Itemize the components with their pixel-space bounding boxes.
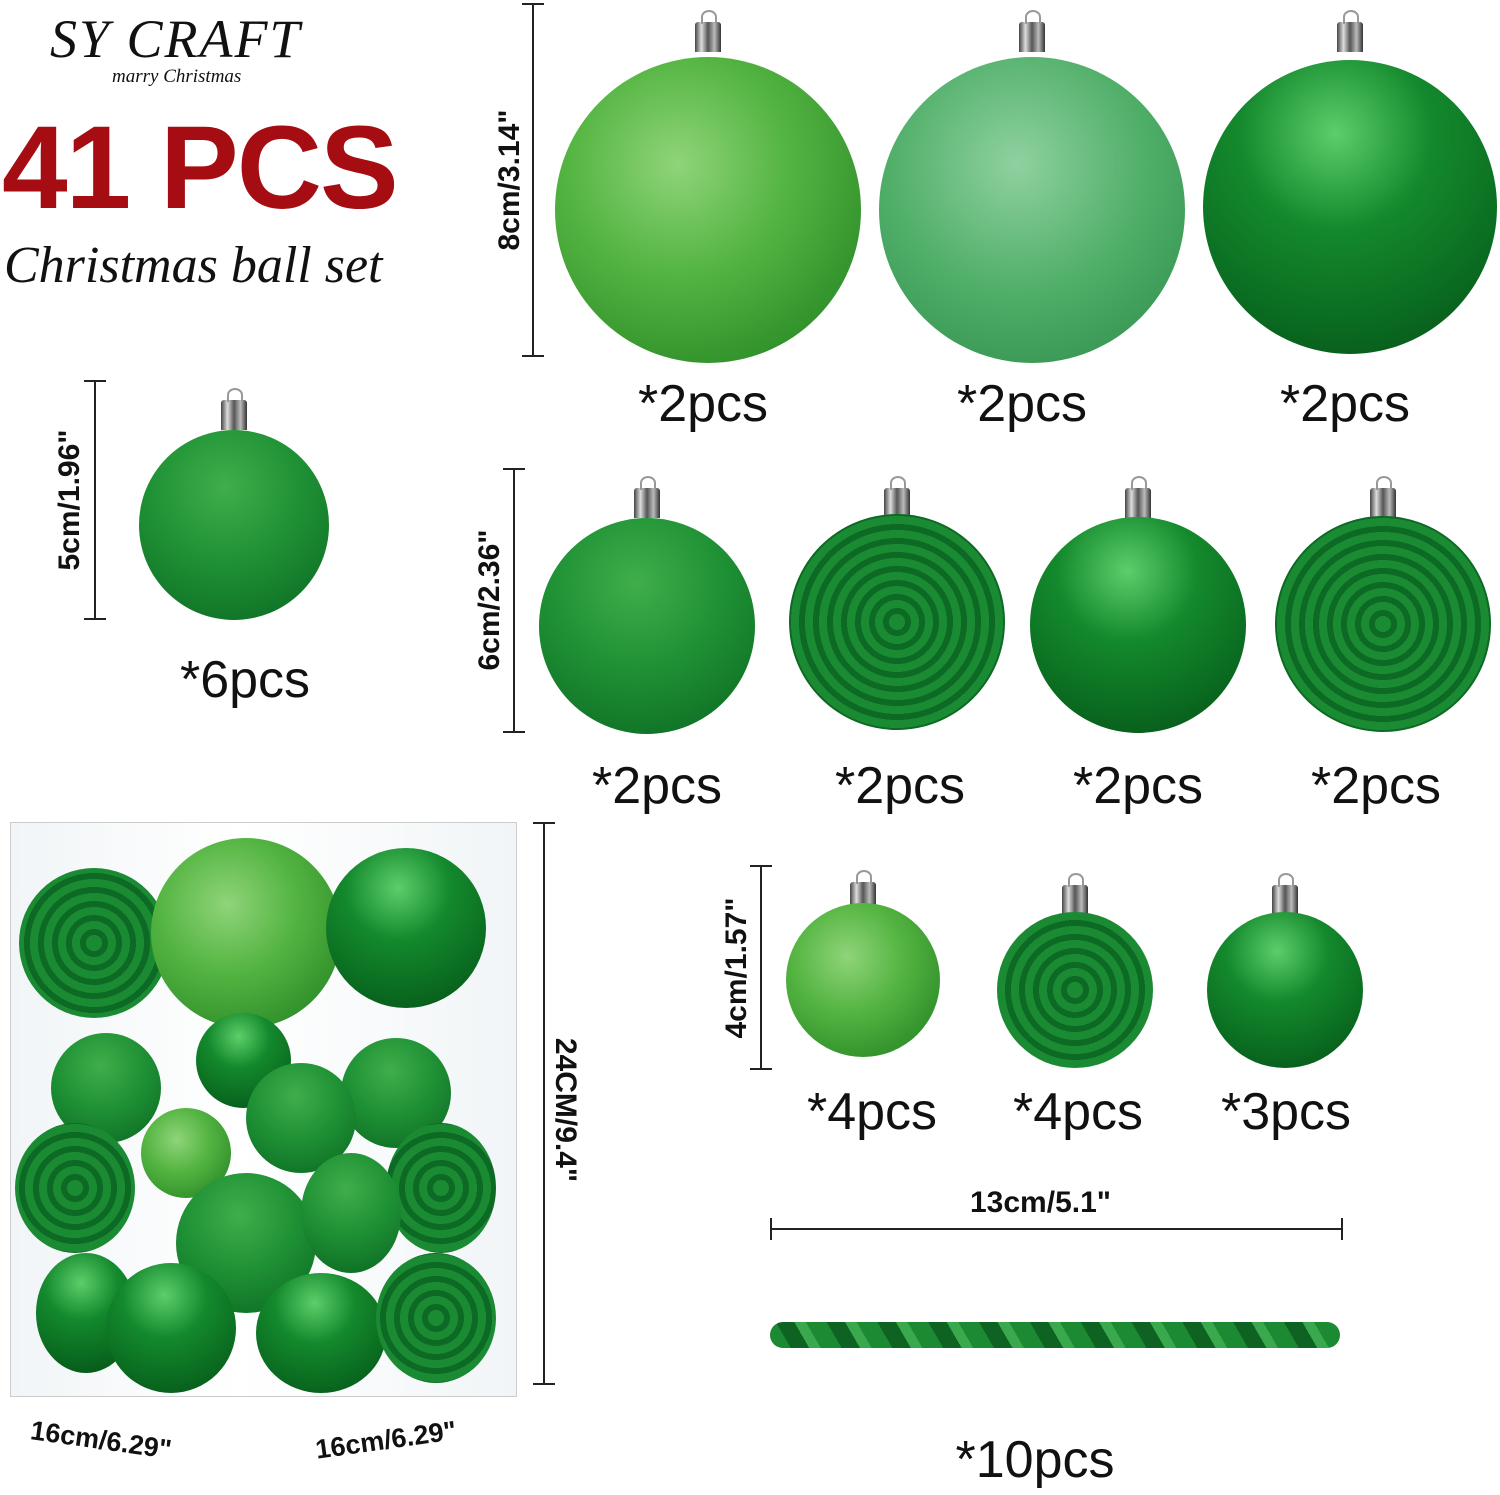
dimension-label-box-height: 24CM/9.4" [549,1037,582,1183]
quantity-label: *4pcs [806,1083,938,1141]
ornament-large-shiny [1203,60,1497,354]
quantity-label: *6pcs [179,651,311,709]
ornament-4cm-tree [997,912,1153,1068]
brand-tagline: marry Christmas [112,66,242,87]
dimension-label-icicle: 13cm/5.1" [970,1186,1111,1219]
dimension-line-6cm [503,468,525,733]
dimension-label-box-depth: 16cm/6.29" [313,1415,459,1465]
quantity-label: *10pcs [955,1431,1115,1489]
dimension-label-4cm: 4cm/1.57" [720,897,753,1039]
ornament-large-glitter [555,57,861,363]
ornament-6cm-embossed [789,514,1005,730]
dimension-label-5cm: 5cm/1.96" [53,429,86,571]
ornament-4cm-shiny [1207,912,1363,1068]
ornament-5cm-matte [139,430,329,620]
icicle-ornament [770,1322,1340,1348]
ornament-6cm-embossed-wave [1275,516,1491,732]
dimension-line-large [522,3,544,357]
quantity-label: *2pcs [637,375,769,433]
ornament-4cm-glitter [786,903,940,1057]
dimension-line-5cm [84,380,106,620]
ornament-large-sleigh [879,57,1185,363]
product-subtitle: Christmas ball set [4,237,383,294]
quantity-label: *2pcs [834,757,966,815]
quantity-label: *2pcs [591,757,723,815]
quantity-label: *3pcs [1220,1083,1352,1141]
dimension-label-box-width: 16cm/6.29" [28,1415,174,1465]
quantity-label: *2pcs [1279,375,1411,433]
packaging-box [10,822,517,1397]
dimension-label-large: 8cm/3.14" [493,109,526,251]
ornament-6cm-shiny [1030,517,1246,733]
dimension-line-box-height [533,822,555,1385]
dimension-line-4cm [750,865,772,1070]
quantity-label: *4pcs [1012,1083,1144,1141]
quantity-label: *2pcs [1072,757,1204,815]
piece-count: 41 PCS [2,102,399,234]
dimension-label-6cm: 6cm/2.36" [473,529,506,671]
brand-logo: SY CRAFT [50,9,302,69]
quantity-label: *2pcs [956,375,1088,433]
ornament-6cm-matte [539,518,755,734]
dimension-line-icicle [770,1218,1343,1240]
quantity-label: *2pcs [1310,757,1442,815]
